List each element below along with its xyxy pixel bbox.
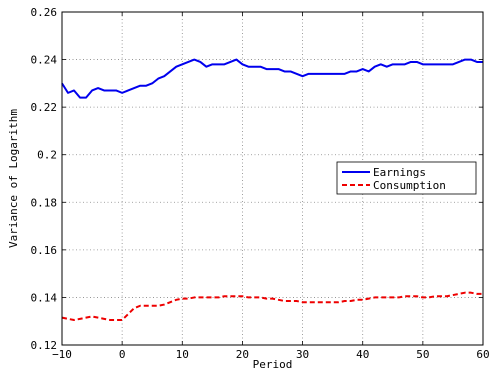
x-tick-label: 20 xyxy=(236,348,249,361)
x-axis-label: Period xyxy=(253,358,293,371)
gridlines xyxy=(62,12,483,345)
series-lines xyxy=(61,58,483,322)
x-tick-label: 10 xyxy=(176,348,189,361)
y-axis-label: Variance of Logarithm xyxy=(7,109,20,248)
y-tick-label: 0.12 xyxy=(31,339,58,352)
y-tick-label: 0.24 xyxy=(31,54,58,67)
x-tick-label: 40 xyxy=(356,348,369,361)
y-tick-label: 0.14 xyxy=(31,291,58,304)
x-tick-label: 50 xyxy=(416,348,429,361)
axis-ticks: −10 0 10 20 30 40 50 60 0.12 0.14 0.16 0.18 0.2 0.22 0… xyxy=(31,6,490,361)
y-tick-label: 0.18 xyxy=(31,196,58,209)
y-tick-label: 0.26 xyxy=(31,6,58,19)
legend-box xyxy=(336,161,477,195)
legend-label-consumption: Consumption xyxy=(373,179,446,192)
x-tick-label: 30 xyxy=(296,348,309,361)
series-line-consumption xyxy=(61,291,483,322)
y-tick-label: 0.2 xyxy=(37,149,57,162)
x-tick-label: 0 xyxy=(119,348,126,361)
legend-label-earnings: Earnings xyxy=(373,166,426,179)
y-tick-label: 0.16 xyxy=(31,244,58,257)
x-tick-label: −10 xyxy=(52,348,72,361)
plot-frame xyxy=(61,11,484,346)
x-tick-label: 60 xyxy=(476,348,489,361)
y-tick-label: 0.22 xyxy=(31,101,58,114)
series-line-earnings xyxy=(61,58,483,99)
